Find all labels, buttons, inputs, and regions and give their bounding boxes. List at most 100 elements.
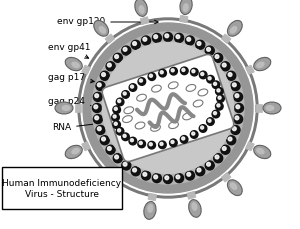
Circle shape [215, 103, 223, 110]
Ellipse shape [71, 148, 80, 154]
Polygon shape [106, 172, 115, 181]
Circle shape [113, 121, 120, 128]
Circle shape [83, 23, 253, 193]
Circle shape [181, 67, 188, 75]
Ellipse shape [227, 180, 242, 196]
Circle shape [201, 126, 204, 129]
Text: gag p24: gag p24 [48, 98, 104, 109]
Circle shape [129, 84, 137, 91]
Circle shape [118, 129, 121, 132]
Circle shape [96, 125, 105, 134]
Circle shape [208, 77, 211, 80]
Circle shape [190, 131, 198, 138]
Circle shape [201, 73, 204, 76]
Circle shape [205, 161, 214, 170]
Circle shape [123, 92, 126, 95]
Circle shape [235, 104, 244, 112]
Circle shape [159, 69, 167, 77]
Polygon shape [82, 142, 90, 151]
Circle shape [98, 83, 101, 87]
Circle shape [182, 137, 185, 140]
Ellipse shape [169, 122, 178, 128]
Ellipse shape [94, 20, 109, 36]
Polygon shape [105, 34, 115, 44]
Ellipse shape [256, 62, 265, 68]
Circle shape [232, 83, 236, 87]
Circle shape [106, 145, 115, 154]
Polygon shape [76, 104, 81, 112]
Circle shape [129, 137, 136, 145]
Circle shape [106, 62, 115, 71]
Ellipse shape [189, 200, 201, 217]
Ellipse shape [266, 105, 274, 111]
Polygon shape [221, 34, 231, 44]
Circle shape [215, 55, 219, 58]
Circle shape [115, 55, 119, 58]
Circle shape [232, 127, 236, 131]
Circle shape [228, 137, 232, 141]
Circle shape [116, 128, 124, 135]
Circle shape [231, 82, 240, 90]
Circle shape [192, 132, 195, 135]
Ellipse shape [230, 26, 237, 34]
Polygon shape [105, 173, 115, 182]
Text: env gp41: env gp41 [48, 44, 91, 58]
Circle shape [112, 114, 119, 121]
Circle shape [133, 168, 136, 172]
Polygon shape [246, 65, 254, 74]
Circle shape [200, 71, 207, 79]
Polygon shape [255, 104, 260, 112]
Circle shape [92, 104, 101, 112]
Circle shape [122, 161, 131, 170]
Circle shape [221, 62, 230, 71]
Text: RNA: RNA [52, 119, 124, 133]
Ellipse shape [230, 182, 237, 190]
Polygon shape [148, 194, 157, 201]
Circle shape [182, 68, 185, 71]
Ellipse shape [123, 116, 132, 123]
Circle shape [160, 71, 163, 74]
Polygon shape [246, 142, 254, 151]
Circle shape [107, 63, 111, 67]
Polygon shape [83, 142, 91, 150]
Circle shape [164, 33, 172, 41]
Circle shape [78, 18, 258, 198]
Circle shape [92, 32, 244, 184]
Circle shape [171, 69, 174, 72]
Polygon shape [256, 104, 262, 112]
Circle shape [217, 104, 220, 107]
Circle shape [214, 53, 223, 62]
Circle shape [100, 136, 109, 145]
Ellipse shape [198, 89, 208, 96]
Circle shape [138, 78, 146, 85]
Polygon shape [221, 35, 230, 44]
Circle shape [228, 73, 232, 76]
Circle shape [175, 33, 184, 42]
Circle shape [102, 73, 105, 76]
Circle shape [107, 147, 111, 150]
Circle shape [115, 155, 119, 159]
Circle shape [81, 21, 255, 195]
Circle shape [154, 35, 158, 38]
Circle shape [154, 175, 158, 179]
Circle shape [234, 114, 243, 124]
Circle shape [113, 115, 116, 118]
Ellipse shape [147, 204, 153, 213]
Circle shape [152, 33, 161, 42]
Circle shape [96, 82, 105, 90]
Circle shape [114, 122, 117, 125]
Ellipse shape [99, 26, 106, 34]
Ellipse shape [135, 0, 147, 16]
Circle shape [98, 127, 101, 131]
Circle shape [169, 139, 177, 147]
Text: gag p17: gag p17 [48, 74, 94, 83]
Ellipse shape [263, 102, 281, 114]
Circle shape [149, 143, 152, 146]
Circle shape [165, 34, 169, 38]
Circle shape [197, 42, 201, 45]
Circle shape [152, 174, 161, 183]
Circle shape [170, 67, 177, 75]
Circle shape [217, 89, 220, 92]
Circle shape [214, 112, 217, 115]
Ellipse shape [193, 100, 203, 107]
